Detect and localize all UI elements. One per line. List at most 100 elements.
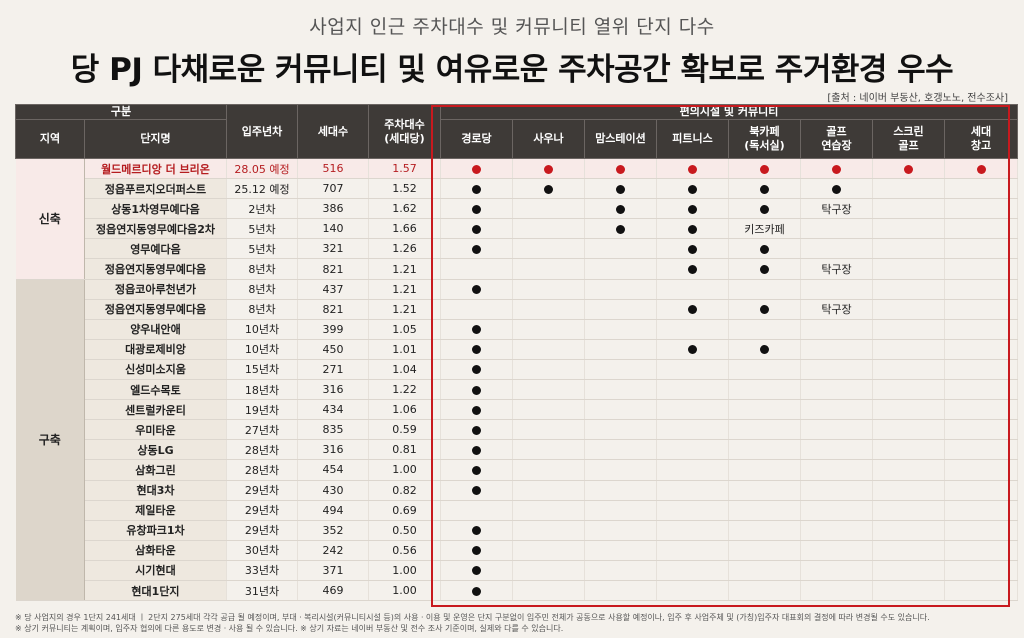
facility-cell <box>872 158 945 180</box>
facility-cell <box>944 339 1018 360</box>
facility-cell <box>512 218 585 240</box>
households-cell: 707 <box>297 178 369 200</box>
year-cell: 31년차 <box>226 580 298 602</box>
facility-cell <box>512 480 585 501</box>
facility-cell <box>944 500 1018 521</box>
facility-cell <box>872 560 945 581</box>
available-dot-icon <box>544 184 553 194</box>
facility-cell <box>584 198 657 220</box>
facility-cell <box>656 339 729 360</box>
facility-cell <box>872 299 945 320</box>
parking-cell: 1.26 <box>368 238 441 260</box>
table-row: 상동1차영무예다음 2년차 386 1.62 탁구장 <box>16 198 1018 220</box>
available-dot-icon <box>472 164 481 174</box>
available-dot-icon <box>472 325 481 335</box>
year-cell: 18년차 <box>226 379 298 401</box>
available-dot-icon <box>472 465 481 475</box>
year-cell: 5년차 <box>226 218 298 240</box>
available-dot-icon <box>472 365 481 375</box>
facility-cell <box>584 158 657 180</box>
available-dot-icon <box>616 184 625 194</box>
header-facility: 사우나 <box>512 119 585 159</box>
available-dot-icon <box>760 265 769 275</box>
facility-cell <box>656 178 729 200</box>
facility-cell <box>728 299 801 320</box>
available-dot-icon <box>472 445 481 455</box>
table-row: 신성미소지움 15년차 271 1.04 <box>16 359 1018 381</box>
facility-cell <box>440 500 513 521</box>
households-cell: 352 <box>297 520 369 541</box>
facility-cell <box>512 459 585 481</box>
available-dot-icon <box>472 566 481 576</box>
facility-cell <box>800 238 873 260</box>
available-dot-icon <box>472 586 481 596</box>
households-cell: 494 <box>297 500 369 521</box>
facility-cell <box>944 520 1018 541</box>
footnotes: ※ 당 사업지의 경우 1단지 241세대 ㅣ 2단지 275세대 각각 공급 … <box>15 612 930 634</box>
year-cell: 10년차 <box>226 319 298 340</box>
facility-cell <box>584 459 657 481</box>
table-row: 삼화타운 30년차 242 0.56 <box>16 540 1018 561</box>
facility-cell <box>800 540 873 561</box>
facility-cell <box>872 319 945 340</box>
header-facility: 경로당 <box>440 119 513 159</box>
parking-cell: 0.50 <box>368 520 441 541</box>
parking-cell: 0.82 <box>368 480 441 501</box>
facility-cell <box>512 258 585 280</box>
facility-cell <box>872 258 945 280</box>
facility-cell <box>872 379 945 401</box>
facility-cell <box>656 299 729 320</box>
facility-cell <box>512 299 585 320</box>
table-row: 우미타운 27년차 835 0.59 <box>16 419 1018 441</box>
page-subtitle: 사업지 인근 주차대수 및 커뮤니티 열위 단지 다수 <box>309 16 715 38</box>
table-row: 정읍연지동영무예다음 8년차 821 1.21 탁구장 <box>16 299 1018 320</box>
facility-cell <box>440 419 513 441</box>
year-cell: 33년차 <box>226 560 298 581</box>
available-dot-icon <box>472 345 481 355</box>
parking-cell: 1.21 <box>368 299 441 320</box>
facility-cell <box>584 379 657 401</box>
facility-cell <box>656 238 729 260</box>
facility-cell <box>728 439 801 461</box>
households-cell: 242 <box>297 540 369 561</box>
facility-cell <box>512 399 585 421</box>
households-cell: 140 <box>297 218 369 240</box>
header-facility: 세대 창고 <box>944 119 1018 159</box>
complex-name-cell: 정읍연지동영무예다음 <box>84 299 227 320</box>
facility-cell: 탁구장 <box>800 198 873 220</box>
facility-cell <box>512 379 585 401</box>
facility-cell <box>728 279 801 300</box>
facility-cell <box>440 379 513 401</box>
households-cell: 821 <box>297 258 369 280</box>
facility-cell <box>944 399 1018 421</box>
parking-cell: 1.01 <box>368 339 441 360</box>
year-cell: 8년차 <box>226 258 298 280</box>
table-row: 현대3차 29년차 430 0.82 <box>16 480 1018 501</box>
facility-cell <box>656 319 729 340</box>
facility-cell <box>944 540 1018 561</box>
complex-name-cell: 영무예다음 <box>84 238 227 260</box>
facility-cell <box>584 540 657 561</box>
parking-cell: 1.52 <box>368 178 441 200</box>
available-dot-icon <box>688 244 697 254</box>
facility-cell <box>656 399 729 421</box>
facility-cell <box>872 238 945 260</box>
households-cell: 454 <box>297 459 369 481</box>
facility-cell <box>944 158 1018 180</box>
facility-cell <box>440 279 513 300</box>
footnote: ※ 상기 커뮤니티는 계획이며, 입주자 협의에 다른 용도로 변경ㆍ사용 될 … <box>15 624 564 633</box>
table-row: 구축 정읍코아루천년가 8년차 437 1.21 <box>15 279 1018 602</box>
table-row: 유창파크1차 29년차 352 0.50 <box>16 520 1018 541</box>
households-cell: 430 <box>297 480 369 501</box>
facility-cell <box>944 178 1018 200</box>
facility-cell <box>440 258 513 280</box>
households-cell: 386 <box>297 198 369 220</box>
table-row: 양우내안애 10년차 399 1.05 <box>16 319 1018 340</box>
facility-cell <box>440 459 513 481</box>
facility-cell <box>656 540 729 561</box>
header-facility: 골프 연습장 <box>800 119 873 159</box>
facility-cell <box>728 480 801 501</box>
facility-cell <box>440 399 513 421</box>
table-row: 정읍연지동영무예다음 8년차 821 1.21 탁구장 <box>16 258 1018 280</box>
facility-cell <box>728 379 801 401</box>
